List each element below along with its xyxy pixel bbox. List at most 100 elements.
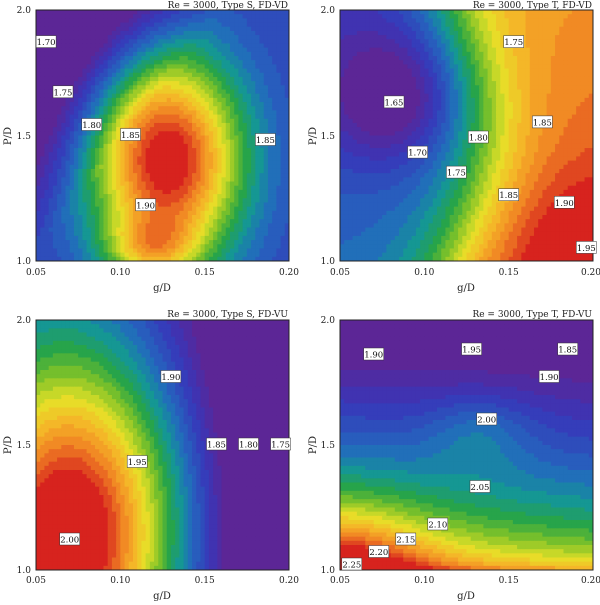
contour-cell	[120, 231, 126, 237]
contour-cell	[348, 102, 354, 107]
contour-cell	[65, 194, 71, 199]
contour-cell	[533, 72, 539, 78]
contour-cell	[107, 168, 113, 174]
contour-cell	[57, 214, 62, 220]
contour-cell	[479, 93, 484, 99]
contour-cell	[44, 148, 50, 153]
contour-cell	[538, 35, 543, 40]
contour-cell	[340, 97, 345, 103]
contour-cell	[192, 56, 197, 61]
contour-cell	[128, 160, 134, 166]
contour-cell	[99, 51, 105, 57]
contour-cell	[428, 22, 434, 28]
contour-cell	[479, 39, 484, 45]
contour-cell	[166, 106, 172, 111]
contour-cell	[221, 231, 227, 237]
contour-cell	[441, 72, 447, 78]
contour-cell	[128, 26, 134, 32]
contour-cell	[403, 81, 409, 86]
contour-cell	[99, 68, 105, 74]
contour-cell	[267, 240, 273, 245]
contour-cell	[166, 60, 172, 65]
contour-cell	[255, 51, 261, 57]
contour-cell	[65, 97, 71, 103]
contour-cell	[348, 26, 354, 32]
contour-cell	[267, 10, 273, 15]
contour-cell	[166, 173, 172, 178]
contour-cell	[78, 122, 83, 128]
contour-cell	[348, 39, 354, 45]
contour-cell	[196, 56, 202, 61]
contour-cell	[576, 26, 581, 32]
contour-cell	[584, 26, 590, 32]
contour-cell	[137, 72, 143, 78]
contour-cell	[149, 81, 155, 86]
contour-cell	[73, 43, 79, 49]
contour-cell	[470, 18, 476, 24]
contour-cell	[78, 114, 83, 120]
contour-cell	[246, 60, 252, 65]
contour-cell	[48, 110, 54, 116]
contour-cell	[403, 97, 409, 103]
contour-cell	[99, 76, 105, 82]
contour-cell	[40, 89, 46, 95]
contour-cell	[78, 227, 83, 233]
contour-cell	[225, 26, 231, 32]
contour-cell	[166, 47, 172, 53]
contour-cell	[251, 202, 256, 208]
contour-cell	[158, 56, 164, 61]
contour-cell	[251, 135, 256, 141]
contour-label-text: 1.90	[136, 201, 155, 211]
contour-cell	[78, 56, 83, 61]
contour-cell	[166, 89, 172, 95]
contour-cell	[95, 181, 100, 187]
contour-cell	[95, 156, 100, 162]
contour-cell	[48, 102, 54, 107]
contour-cell	[483, 89, 489, 95]
contour-cell	[52, 14, 58, 19]
contour-cell	[65, 26, 71, 32]
contour-cell	[217, 194, 223, 199]
contour-cell	[280, 64, 286, 70]
contour-cell	[238, 160, 244, 166]
contour-cell	[251, 18, 256, 24]
contour-cell	[571, 51, 577, 57]
contour-cell	[111, 47, 117, 53]
contour-cell	[65, 244, 71, 250]
contour-cell	[386, 47, 392, 53]
contour-cell	[166, 127, 172, 132]
contour-cell	[208, 240, 214, 245]
contour-cell	[158, 143, 164, 149]
contour-cell	[86, 198, 92, 204]
contour-cell	[154, 118, 159, 124]
contour-cell	[479, 89, 484, 95]
contour-cell	[584, 72, 590, 78]
contour-cell	[187, 14, 193, 19]
contour-cell	[344, 10, 350, 15]
contour-cell	[280, 68, 286, 74]
contour-cell	[512, 72, 518, 78]
contour-cell	[377, 35, 383, 40]
contour-cell	[162, 139, 168, 145]
contour-cell	[44, 97, 50, 103]
contour-cell	[116, 72, 121, 78]
contour-cell	[263, 244, 269, 250]
contour-cell	[78, 148, 83, 153]
contour-cell	[204, 189, 210, 195]
contour-cell	[73, 114, 79, 120]
contour-cell	[132, 164, 138, 170]
contour-cell	[449, 39, 455, 45]
contour-cell	[550, 43, 556, 49]
contour-cell	[103, 139, 109, 145]
contour-cell	[196, 76, 202, 82]
contour-cell	[508, 60, 514, 65]
contour-cell	[200, 156, 206, 162]
contour-cell	[213, 102, 218, 107]
contour-cell	[390, 72, 396, 78]
contour-cell	[403, 93, 409, 99]
contour-cell	[124, 97, 130, 103]
contour-cell	[462, 14, 468, 19]
contour-cell	[86, 189, 92, 195]
contour-cell	[225, 198, 231, 204]
contour-cell	[120, 148, 126, 153]
